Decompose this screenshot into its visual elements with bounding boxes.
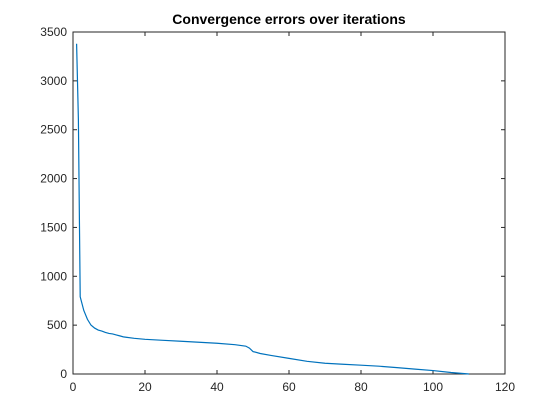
x-tick-label: 40 — [210, 380, 224, 394]
x-tick-label: 0 — [70, 380, 77, 394]
x-tick-label: 20 — [138, 380, 152, 394]
x-axis: 0 20 40 60 80 100 120 — [70, 32, 515, 394]
x-tick-label: 60 — [282, 380, 296, 394]
y-tick-label: 1500 — [40, 220, 67, 234]
series-group — [76, 43, 470, 375]
x-tick-label: 80 — [354, 380, 368, 394]
y-tick-label: 3000 — [40, 74, 67, 88]
y-tick-label: 500 — [47, 318, 67, 332]
y-tick-label: 2500 — [40, 123, 67, 137]
y-tick-label: 3500 — [40, 25, 67, 39]
chart-title: Convergence errors over iterations — [172, 11, 406, 27]
series-line — [76, 43, 470, 375]
y-tick-label: 0 — [60, 367, 67, 381]
x-tick-label: 100 — [423, 380, 443, 394]
y-tick-label: 1000 — [40, 269, 67, 283]
plot-area — [72, 31, 506, 375]
x-tick-label: 120 — [495, 380, 515, 394]
y-axis: 0 500 1000 1500 2000 2500 3000 3500 — [40, 25, 505, 381]
y-tick-label: 2000 — [40, 172, 67, 186]
